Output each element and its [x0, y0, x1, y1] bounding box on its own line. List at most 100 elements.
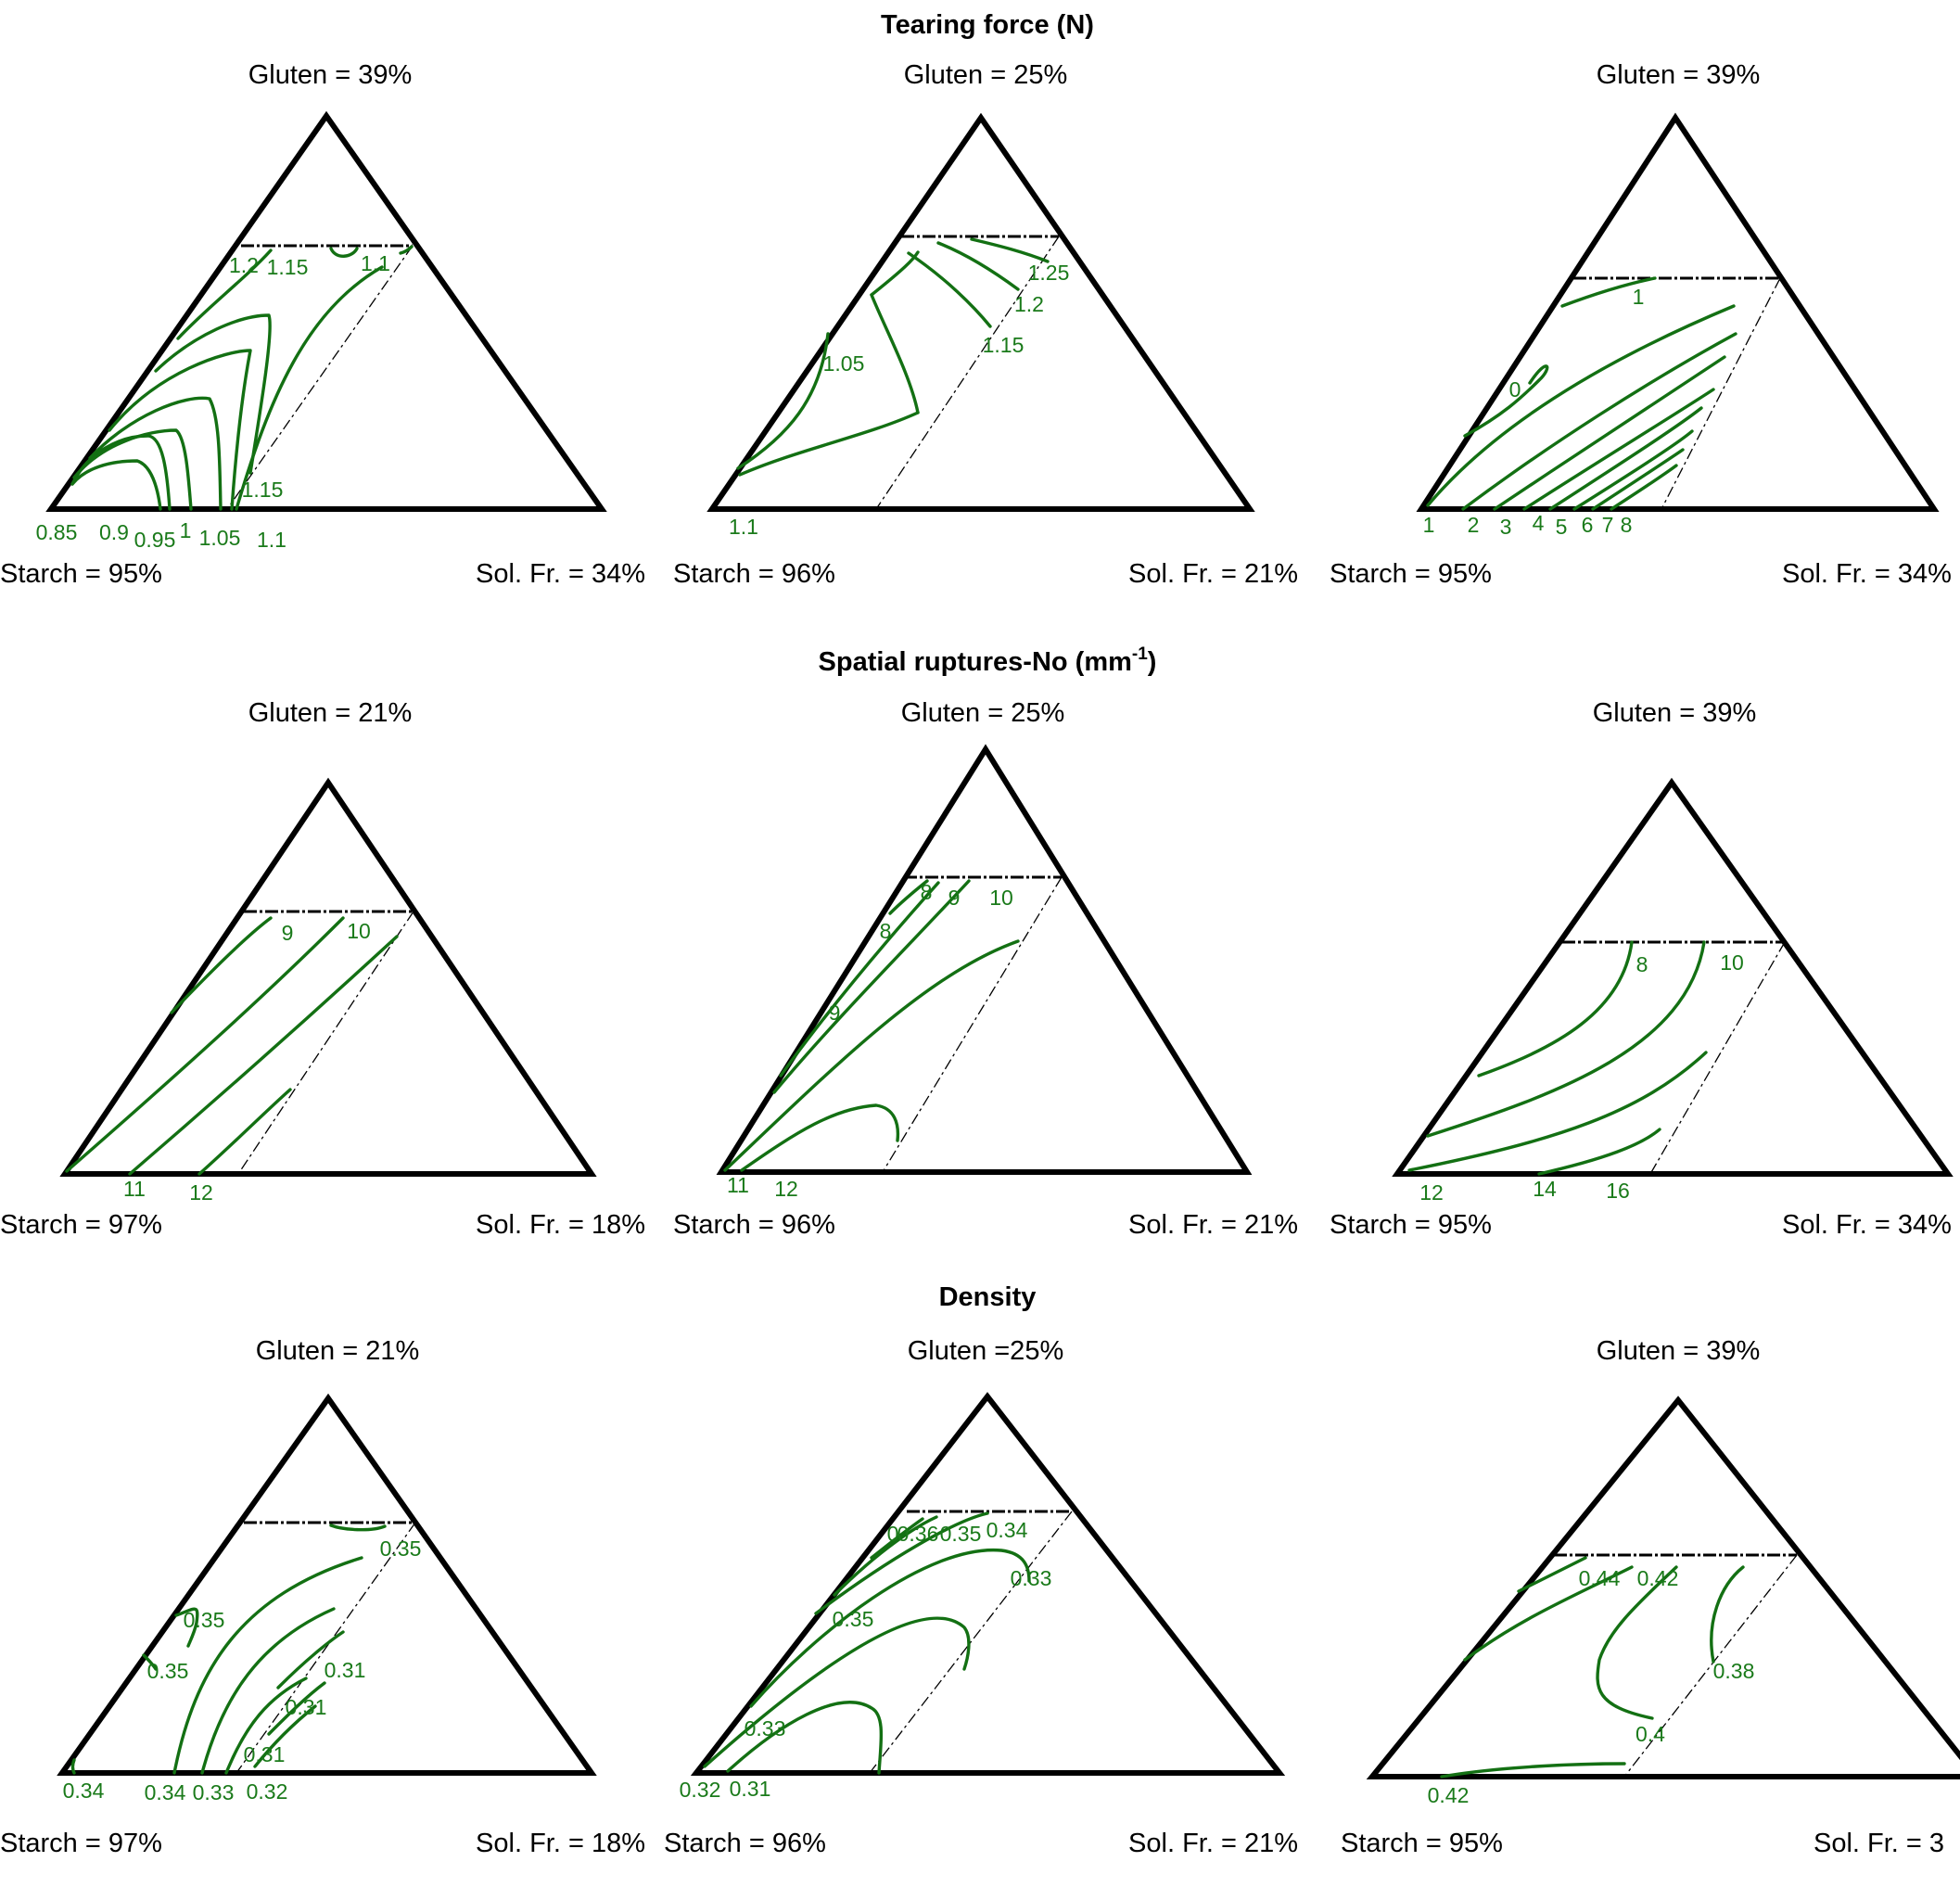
contour-label: 1.05: [823, 351, 865, 376]
contour-labels: 11 12 9 8 8 9 10: [727, 880, 1013, 1201]
contour-label: 0: [887, 1522, 899, 1546]
contour-label: 1.1: [257, 528, 286, 552]
contour-line: [200, 1607, 336, 1775]
contour-line: [267, 1681, 326, 1736]
contour-label: 1.25: [1028, 261, 1070, 285]
contour-lines: [1426, 276, 1737, 511]
contour-line: [1461, 332, 1737, 511]
corner-label-left: Starch = 95%: [1330, 1210, 1492, 1240]
contour-label: 0.42: [1637, 1566, 1679, 1590]
section-title-superscript: -1: [1132, 644, 1148, 664]
contour-label: 16: [1606, 1179, 1630, 1203]
corner-label-left: Starch = 96%: [664, 1829, 826, 1858]
ternary-triangle: [1416, 112, 1940, 512]
constraint-line-side: [237, 911, 414, 1175]
ternary-triangle: [716, 744, 1253, 1175]
contour-label: 0.38: [1713, 1659, 1755, 1683]
contour-line: [936, 241, 1020, 291]
contour-line: [1426, 304, 1736, 507]
section-title-tearing-force: Tearing force (N): [881, 10, 1094, 40]
panel-title: Gluten =25%: [908, 1336, 1063, 1366]
contour-label: 0.95: [134, 528, 176, 552]
panel-tearing-gluten-39-b: Gluten = 39% 1 2 3 4 5 6 7 8 0 1: [1330, 60, 1952, 589]
contour-labels: 0.85 0.9 0.95 1 1.05 1.1 1.15 1.2 1.15 1…: [36, 251, 390, 552]
contour-label: 12: [189, 1180, 213, 1205]
constraint-line-side: [1623, 1554, 1798, 1778]
corner-label-left: Starch = 95%: [1341, 1829, 1503, 1858]
contour-label: 1: [180, 518, 192, 542]
contour-label: 0.32: [680, 1778, 721, 1802]
contour-lines: [703, 1511, 1031, 1775]
panel-tearing-gluten-39-a: Gluten = 39% 0.85 0.9 0.95 1 1.05 1.1 1.…: [0, 60, 645, 589]
ternary-triangle: [59, 777, 597, 1177]
contour-line: [888, 879, 929, 915]
ternary-triangle: [57, 1393, 597, 1776]
contour-line: [907, 251, 992, 328]
contour-label: 0.34: [986, 1518, 1028, 1542]
contour-line: [70, 1758, 76, 1775]
contour-line: [88, 396, 223, 511]
section-title-main: Spatial ruptures-No (mm: [819, 647, 1132, 677]
contour-label: 1.1: [361, 251, 390, 275]
contour-labels: 0.34 0.34 0.33 0.32 0.31 0.31 0.31 0.35 …: [63, 1536, 422, 1804]
contour-labels: 1 2 3 4 5 6 7 8 0 1: [1423, 285, 1645, 539]
constraint-line-side: [882, 876, 1063, 1173]
contour-line: [108, 349, 252, 511]
contour-label: 4: [1533, 511, 1545, 535]
panel-ruptures-gluten-21: Gluten = 21% 11 12 9 10 Starch = 97% Sol…: [0, 698, 645, 1240]
contour-labels: 12 14 16 8 10: [1419, 950, 1744, 1205]
ternary-triangle: [45, 110, 607, 512]
contour-label: 0.34: [145, 1780, 186, 1804]
contour-lines: [723, 879, 1020, 1172]
contour-line: [814, 1511, 989, 1615]
contour-line: [738, 411, 920, 477]
contour-label: 0.31: [244, 1742, 286, 1766]
contour-line: [870, 293, 920, 414]
contour-label: 8: [1636, 952, 1648, 976]
contour-label: 0.35: [147, 1659, 189, 1683]
contour-label: 0.33: [745, 1716, 786, 1740]
contour-line: [128, 935, 399, 1176]
panel-ruptures-gluten-25: Gluten = 25% 11 12 9 8 8 9 10 Starch = 9…: [673, 698, 1298, 1240]
contour-label: 14: [1533, 1177, 1557, 1201]
contour-line: [1477, 940, 1634, 1077]
contour-line: [1591, 448, 1685, 511]
panel-title: Gluten = 25%: [901, 698, 1065, 728]
contour-label: 0.35: [184, 1608, 225, 1632]
section-title-density: Density: [939, 1282, 1037, 1312]
contour-label: 0.32: [247, 1779, 288, 1804]
contour-line: [1517, 1556, 1587, 1593]
panel-density-gluten-39: Gluten = 39% 0.42 0.4 0.38 0.42 0.44 Sta…: [1341, 1336, 1960, 1858]
contour-lines: [65, 916, 399, 1176]
contour-line: [176, 249, 273, 340]
constraint-line-side: [226, 245, 414, 510]
contour-label: 0.35: [940, 1522, 982, 1546]
contour-line: [970, 237, 1050, 263]
contour-label: 0.35: [380, 1536, 422, 1561]
contour-label: 9: [829, 1001, 841, 1025]
corner-label-right: Sol. Fr. = 18%: [476, 1829, 645, 1858]
contour-line: [833, 1515, 938, 1597]
corner-label-left: Starch = 97%: [0, 1829, 162, 1858]
contour-label: 0.85: [36, 520, 78, 544]
contour-label: 0.31: [286, 1695, 327, 1719]
contour-line: [224, 1677, 308, 1775]
contour-line: [72, 428, 193, 511]
panel-title: Gluten = 21%: [248, 698, 413, 728]
constraint-line-side: [1649, 941, 1786, 1175]
contour-line: [1537, 1128, 1661, 1176]
contour-line: [1522, 388, 1715, 511]
contour-label: 1: [1423, 513, 1435, 537]
contour-label: 10: [347, 919, 371, 943]
contour-line: [723, 939, 1020, 1172]
contour-label: 0.4: [1635, 1722, 1665, 1746]
contour-label: 0.9: [99, 520, 129, 544]
contour-label: 2: [1468, 513, 1480, 537]
panel-title: Gluten = 39%: [1597, 1336, 1761, 1366]
contour-label: 1.1: [729, 515, 758, 539]
contour-label: 0.31: [325, 1658, 366, 1682]
contour-line: [1493, 355, 1726, 511]
panel-tearing-gluten-25: Gluten = 25% 1.1 1.05 1.15 1.2 1.25 Star…: [673, 60, 1298, 589]
contour-lines: [1440, 1556, 1745, 1779]
